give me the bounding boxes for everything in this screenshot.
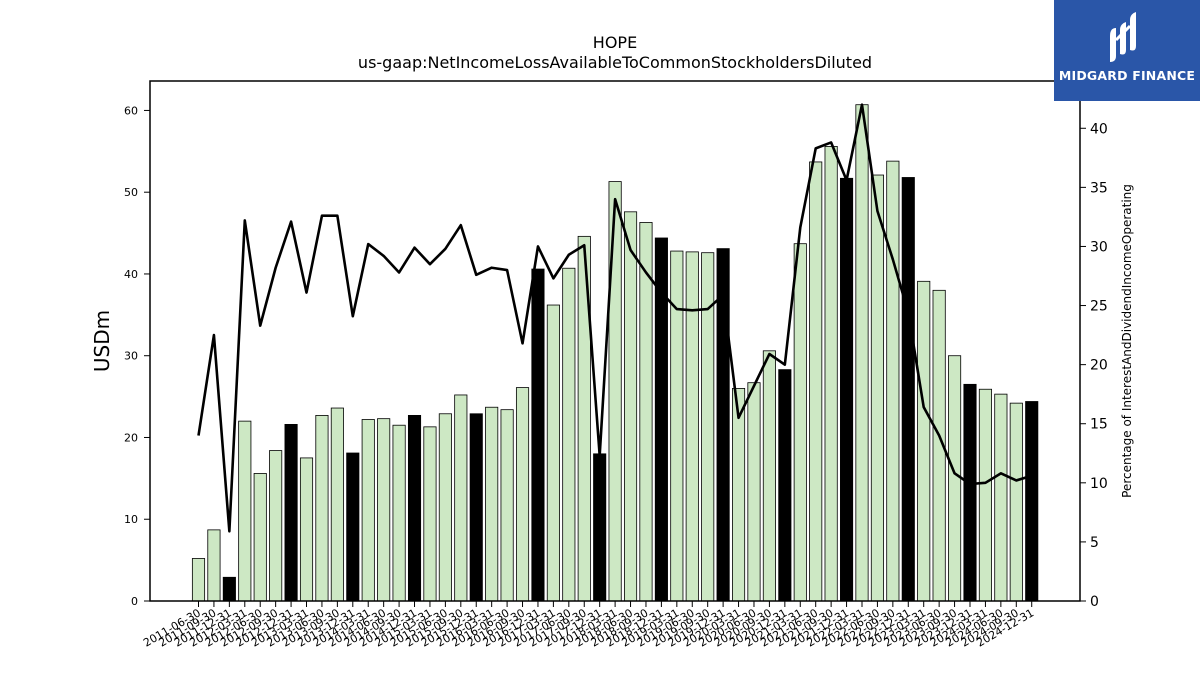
y2-tick-label: 40 — [1090, 121, 1108, 137]
bar — [978, 388, 992, 602]
bar — [315, 414, 329, 602]
bar — [593, 453, 607, 602]
y-tick-label: 0 — [131, 595, 138, 608]
bar — [423, 426, 437, 602]
bar — [377, 418, 391, 602]
y2-tick-label: 30 — [1090, 239, 1108, 255]
bar — [269, 450, 283, 602]
bar — [824, 146, 838, 602]
bar — [685, 251, 699, 602]
y2-tick-label: 15 — [1090, 417, 1108, 433]
x-axis: 2011-06-302011-09-302011-12-312012-03-31… — [141, 601, 1036, 650]
bar — [546, 304, 560, 602]
chart-subtitle: us-gaap:NetIncomeLossAvailableToCommonSt… — [358, 53, 872, 72]
y2-tick-label: 20 — [1090, 358, 1108, 374]
bar — [469, 413, 483, 602]
bar — [515, 387, 530, 602]
bar — [870, 174, 884, 602]
y-tick-label: 60 — [124, 104, 138, 117]
right-y-axis: 0 5 10 15 20 25 30 35 40 — [1080, 121, 1108, 610]
y2-tick-label: 35 — [1090, 180, 1108, 196]
y-tick-label: 10 — [124, 513, 138, 526]
bar — [392, 424, 406, 602]
bar — [191, 558, 206, 602]
y2-tick-label: 0 — [1090, 594, 1099, 610]
bar — [485, 406, 499, 602]
bar — [500, 409, 514, 602]
bar — [793, 243, 807, 602]
bar-series — [191, 104, 1039, 602]
bar — [222, 576, 236, 602]
bar — [330, 407, 344, 602]
bar — [438, 413, 452, 602]
y-tick-label: 20 — [124, 431, 138, 444]
bar — [948, 355, 962, 602]
bar — [284, 423, 298, 602]
bar — [346, 452, 360, 602]
y-tick-label: 50 — [124, 186, 138, 199]
midgard-logo-icon — [1110, 12, 1136, 62]
bar — [299, 457, 314, 602]
y-axis-label: USDm — [90, 310, 114, 372]
bar — [1009, 402, 1023, 602]
bar — [623, 211, 638, 602]
bar — [840, 177, 854, 602]
bar — [809, 161, 823, 602]
y2-tick-label: 10 — [1090, 476, 1108, 492]
midgard-finance-logo: MIDGARD FINANCE — [1054, 0, 1200, 101]
bar — [253, 473, 267, 602]
bar — [531, 268, 545, 602]
bar — [886, 160, 900, 602]
bar — [608, 181, 622, 602]
y-tick-label: 30 — [124, 350, 138, 363]
logo-brand-text: MIDGARD FINANCE — [1058, 68, 1196, 83]
bar — [454, 394, 468, 602]
bar — [732, 388, 746, 602]
bar — [778, 369, 792, 602]
chart-title: HOPE — [593, 33, 637, 52]
y2-axis-label: Percentage of InterestAndDividendIncomeO… — [1120, 184, 1134, 498]
bar — [238, 420, 252, 602]
bar — [963, 383, 977, 602]
left-y-axis: 0 10 20 30 40 50 60 — [124, 104, 150, 608]
bar — [762, 350, 776, 602]
series-line — [197, 103, 1033, 533]
bar — [407, 414, 422, 602]
y2-tick-label: 5 — [1090, 535, 1099, 551]
bar — [994, 393, 1008, 602]
bar — [917, 280, 931, 602]
y-tick-label: 40 — [124, 268, 138, 281]
bar — [1025, 401, 1039, 602]
line-series — [197, 103, 1033, 533]
bar — [207, 529, 221, 602]
y2-tick-label: 25 — [1090, 299, 1108, 315]
bar — [361, 419, 375, 602]
bar — [562, 267, 576, 602]
bar — [747, 382, 761, 602]
bar — [901, 177, 915, 602]
bar — [855, 104, 869, 602]
